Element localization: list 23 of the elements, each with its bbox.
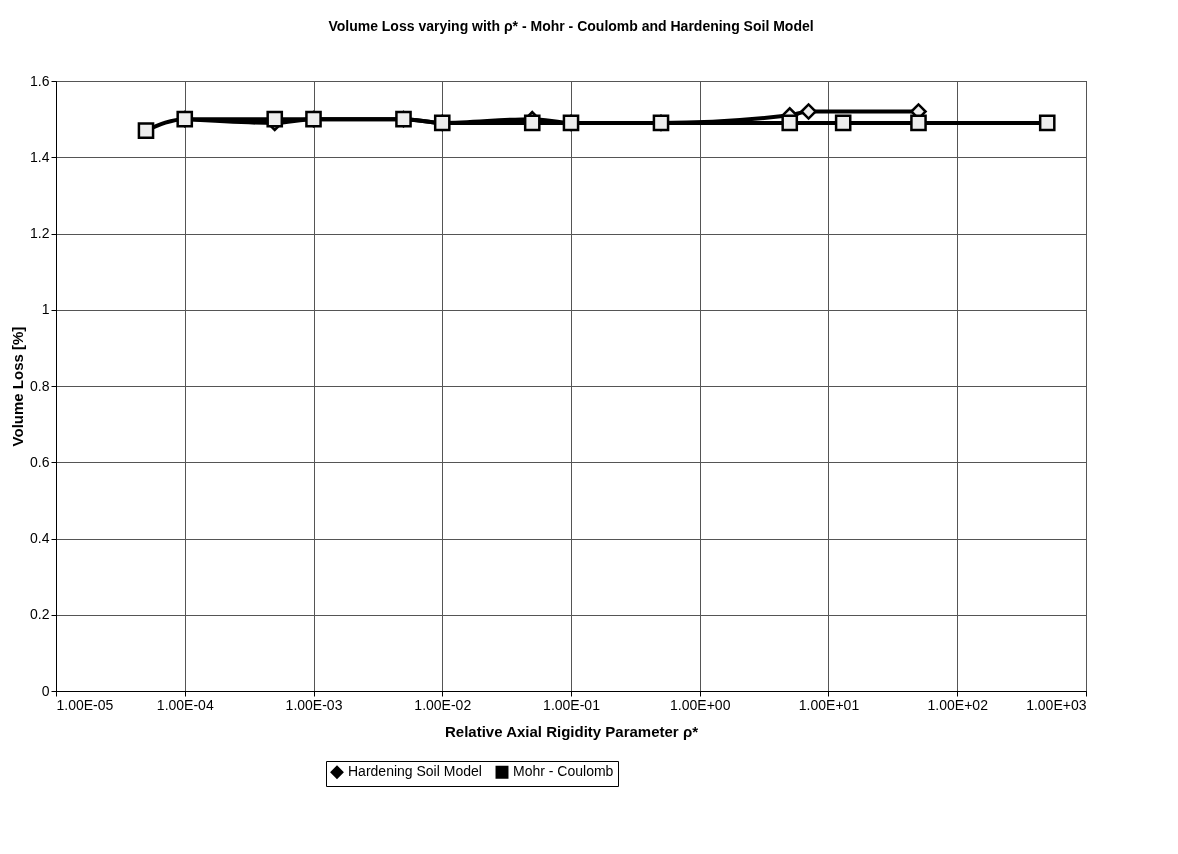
x-tick-label: 1.00E+02	[927, 696, 989, 713]
x-tick-label: 1.00E-03	[285, 696, 343, 713]
y-tick-label: 1.2	[30, 225, 50, 241]
legend-label: Hardening Soil Model	[348, 763, 482, 780]
y-tick-label: 1.4	[30, 148, 50, 165]
y-tick-label: 0.6	[30, 453, 50, 470]
x-tick-label: 1.00E+01	[798, 696, 860, 713]
x-axis-title: Relative Axial Rigidity Parameter ρ*	[445, 722, 699, 740]
legend-label: Mohr - Coulomb	[513, 763, 614, 780]
x-tick-label: 1.00E-02	[414, 696, 472, 713]
y-tick-label: 0.4	[30, 530, 50, 546]
x-tick-label: 1.00E-01	[543, 696, 601, 713]
y-tick-label: 0.8	[30, 377, 50, 394]
y-tick-label: 1	[41, 301, 50, 318]
y-axis-title: Volume Loss [%]	[9, 326, 27, 447]
x-tick-label: 1.00E-04	[156, 696, 214, 713]
y-tick-label: 0	[41, 682, 50, 699]
y-tick-label: 0.2	[30, 606, 50, 623]
chart-title: Volume Loss varying with ρ* - Mohr - Coulomb and Hardening Soil Model	[328, 18, 814, 34]
x-tick-label: 1.00E+00	[670, 696, 731, 713]
x-tick-label: 1.00E-05	[56, 696, 114, 713]
y-tick-label: 1.6	[30, 72, 50, 89]
x-tick-label: 1.00E+03	[1026, 696, 1087, 713]
